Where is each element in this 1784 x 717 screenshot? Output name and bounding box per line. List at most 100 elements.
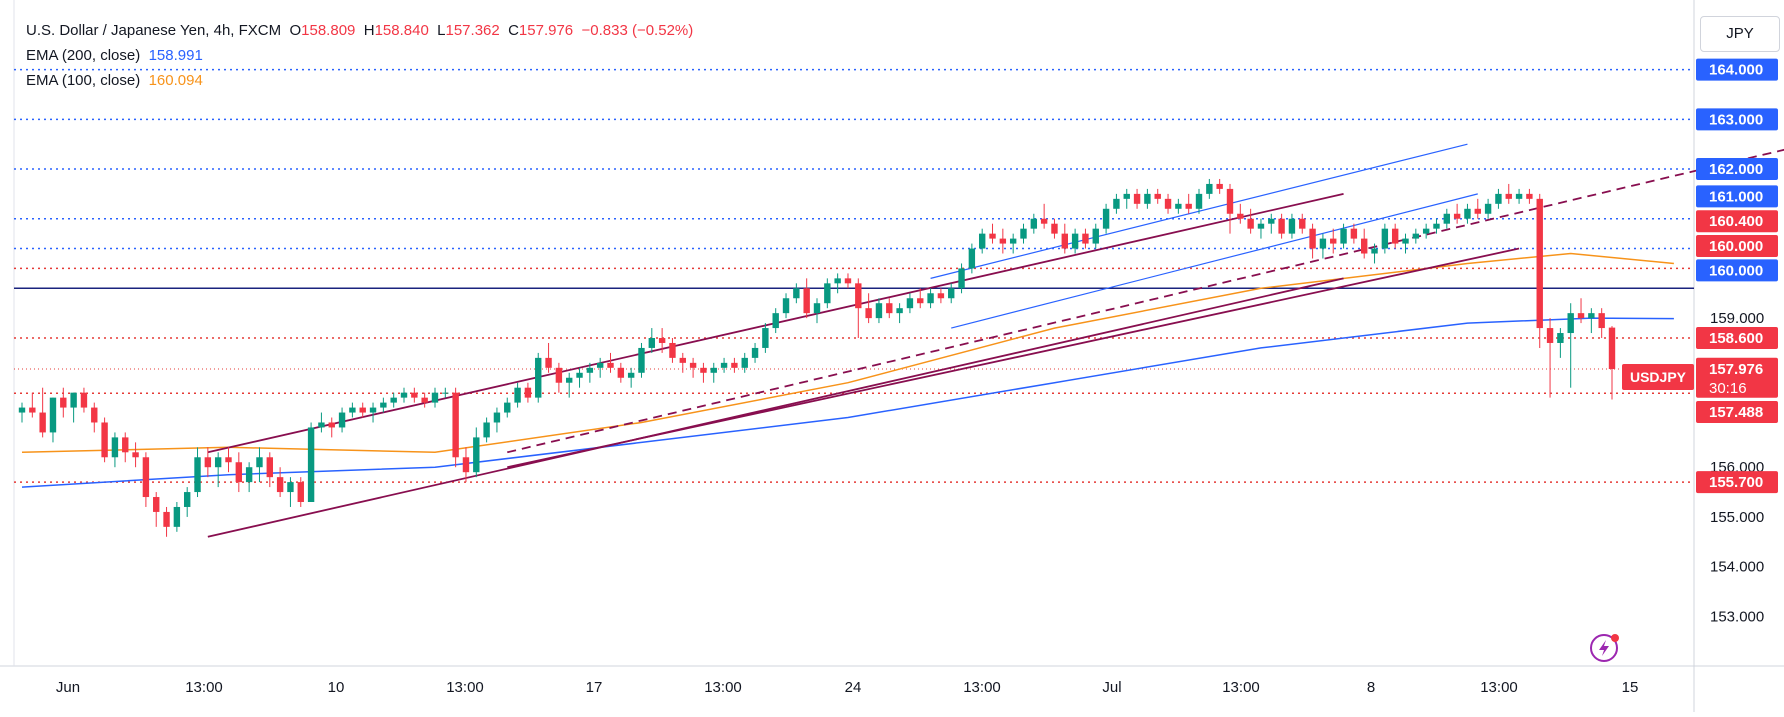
candle[interactable] <box>1247 208 1254 234</box>
candle[interactable] <box>720 357 728 373</box>
candle[interactable] <box>70 392 77 423</box>
candle[interactable] <box>731 357 738 373</box>
candle[interactable] <box>183 487 191 517</box>
candle[interactable] <box>917 288 924 309</box>
candle[interactable] <box>638 342 645 378</box>
candle[interactable] <box>1608 326 1616 400</box>
candle[interactable] <box>627 367 635 388</box>
candle[interactable] <box>1391 223 1399 249</box>
candle[interactable] <box>679 352 686 373</box>
candle[interactable] <box>813 298 821 324</box>
candle[interactable] <box>875 298 883 324</box>
candle[interactable] <box>1278 213 1285 239</box>
candle[interactable] <box>194 447 201 498</box>
candle[interactable] <box>101 417 108 463</box>
candle[interactable] <box>958 263 965 294</box>
candle[interactable] <box>1164 193 1172 214</box>
candle[interactable] <box>772 308 779 334</box>
candle[interactable] <box>163 506 170 537</box>
candle[interactable] <box>1226 183 1234 234</box>
candle[interactable] <box>1268 213 1275 234</box>
candle[interactable] <box>1381 223 1389 254</box>
candle[interactable] <box>431 387 439 408</box>
trend-line[interactable] <box>507 139 1784 454</box>
legend-ema100-row[interactable]: EMA (100, close) 160.094 <box>26 68 693 93</box>
candle[interactable] <box>576 367 583 388</box>
candle[interactable] <box>844 273 852 289</box>
candle[interactable] <box>1206 178 1213 199</box>
candle[interactable] <box>669 338 676 363</box>
candle[interactable] <box>1288 213 1296 239</box>
candle[interactable] <box>586 362 594 383</box>
candle[interactable] <box>1361 228 1368 259</box>
candle[interactable] <box>989 223 996 244</box>
currency-button[interactable]: JPY <box>1700 16 1780 52</box>
candle[interactable] <box>1453 203 1461 224</box>
candle[interactable] <box>751 342 759 363</box>
candle[interactable] <box>689 357 697 378</box>
candle[interactable] <box>1536 193 1543 348</box>
candle[interactable] <box>452 387 459 468</box>
candle[interactable] <box>1402 233 1409 254</box>
candle[interactable] <box>111 432 119 468</box>
candle[interactable] <box>1515 188 1523 204</box>
candle[interactable] <box>493 407 501 433</box>
candle[interactable] <box>29 392 36 418</box>
candle[interactable] <box>545 342 552 373</box>
candle[interactable] <box>266 452 273 488</box>
candle[interactable] <box>896 303 903 324</box>
candle[interactable] <box>824 278 831 309</box>
candle[interactable] <box>1557 328 1564 358</box>
candle[interactable] <box>287 477 294 507</box>
candle[interactable] <box>1123 188 1130 209</box>
candle[interactable] <box>225 447 232 473</box>
candle[interactable] <box>421 392 428 408</box>
trend-line[interactable] <box>207 277 1344 538</box>
candle[interactable] <box>855 278 862 338</box>
candle[interactable] <box>235 452 243 493</box>
candle[interactable] <box>1505 183 1512 204</box>
ema200-line[interactable] <box>21 317 1674 488</box>
candle[interactable] <box>741 352 748 373</box>
legend-ema200-row[interactable]: EMA (200, close) 158.991 <box>26 43 693 68</box>
candle[interactable] <box>1299 213 1306 234</box>
candle[interactable] <box>60 387 67 418</box>
candle[interactable] <box>349 402 356 418</box>
candle[interactable] <box>328 417 335 438</box>
candle[interactable] <box>762 323 769 353</box>
candle[interactable] <box>1061 223 1068 254</box>
candle[interactable] <box>1474 198 1481 219</box>
candle[interactable] <box>1154 188 1161 204</box>
lightning-icon[interactable] <box>1590 634 1619 662</box>
candle[interactable] <box>1309 223 1316 259</box>
candle[interactable] <box>1484 198 1492 219</box>
candle[interactable] <box>49 397 57 443</box>
candle[interactable] <box>1237 203 1244 224</box>
candle[interactable] <box>338 407 346 433</box>
candle[interactable] <box>214 452 222 488</box>
candle[interactable] <box>173 502 181 532</box>
candle[interactable] <box>39 387 46 438</box>
candle[interactable] <box>380 397 387 413</box>
candle[interactable] <box>245 462 253 493</box>
candle[interactable] <box>122 432 129 463</box>
candle[interactable] <box>968 243 976 274</box>
candle[interactable] <box>1040 203 1048 229</box>
candle[interactable] <box>1577 298 1585 324</box>
candle[interactable] <box>648 328 656 353</box>
candle[interactable] <box>658 328 666 353</box>
candle[interactable] <box>1588 308 1595 334</box>
candle[interactable] <box>318 412 325 433</box>
trend-line[interactable] <box>507 247 1520 469</box>
candle[interactable] <box>1257 218 1265 239</box>
candle[interactable] <box>1350 223 1358 244</box>
candle[interactable] <box>607 352 614 373</box>
candle[interactable] <box>555 362 563 393</box>
candle[interactable] <box>999 228 1007 254</box>
candle[interactable] <box>1412 228 1420 244</box>
candle[interactable] <box>535 352 542 403</box>
candle[interactable] <box>978 228 986 254</box>
candle[interactable] <box>1113 193 1120 214</box>
candle[interactable] <box>297 477 304 507</box>
